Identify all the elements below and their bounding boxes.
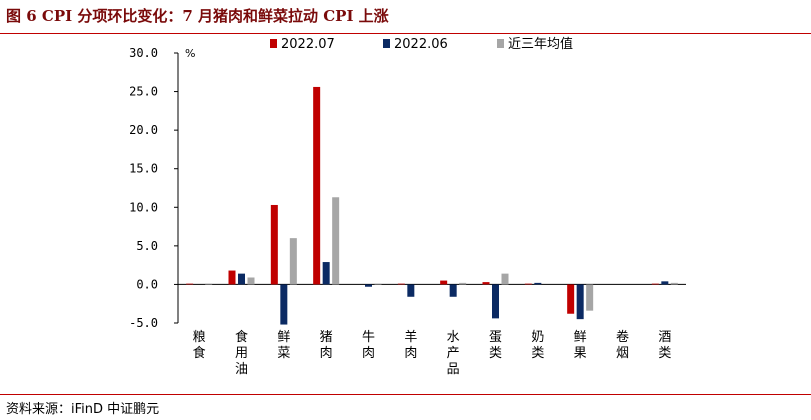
bar-食用油-近三年均值 xyxy=(247,277,255,285)
y-tick-label: 25.0 xyxy=(129,85,158,99)
bar-蛋类-2022.07 xyxy=(482,282,490,285)
bottom-divider xyxy=(0,394,811,395)
bar-酒类-近三年均值 xyxy=(670,282,678,285)
bar-羊肉-2022.06 xyxy=(407,284,415,297)
bar-粮食-近三年均值 xyxy=(205,283,213,285)
bar-蛋类-近三年均值 xyxy=(501,273,509,285)
legend-label: 2022.07 xyxy=(281,37,335,52)
y-tick-label: 15.0 xyxy=(129,162,158,176)
x-category-label: 粮食 xyxy=(193,330,206,361)
y-axis: -5.0 0.0 5.0 10.0 15.0 20.0 25.0 30.0% xyxy=(129,46,686,330)
x-category-label: 牛肉 xyxy=(362,330,375,361)
x-category-label: 蛋类 xyxy=(489,330,502,361)
bar-水产品-2022.06 xyxy=(449,284,457,297)
bar-羊肉-2022.07 xyxy=(397,283,405,285)
x-category-label: 酒类 xyxy=(658,330,671,361)
x-category-label: 奶类 xyxy=(531,330,544,361)
y-tick-label: 0.0 xyxy=(136,277,158,291)
bar-酒类-2022.07 xyxy=(651,283,659,285)
bar-鲜菜-近三年均值 xyxy=(289,238,297,285)
x-category-label: 卷烟 xyxy=(616,329,629,361)
bar-酒类-2022.06 xyxy=(661,281,669,285)
x-category-label: 羊肉 xyxy=(404,329,417,361)
bar-猪肉-2022.06 xyxy=(322,262,330,285)
y-tick-label: 10.0 xyxy=(129,200,158,214)
bar-牛肉-2022.06 xyxy=(365,284,372,287)
bar-series-group xyxy=(186,86,678,325)
top-divider xyxy=(0,33,811,34)
bar-鲜菜-2022.06 xyxy=(280,284,288,325)
bar-水产品-2022.07 xyxy=(440,280,448,285)
legend: 2022.07 2022.06 近三年均值 xyxy=(270,36,573,52)
x-category-label: 猪肉 xyxy=(320,330,333,361)
legend-label: 2022.06 xyxy=(394,37,448,52)
bar-鲜果-近三年均值 xyxy=(586,284,594,311)
bar-蛋类-2022.06 xyxy=(492,284,499,319)
cpi-component-bar-chart: -5.0 0.0 5.0 10.0 15.0 20.0 25.0 30.0% 粮食 食用油 鲜菜猪… xyxy=(129,36,686,377)
x-category-label: 食用油 xyxy=(235,329,248,377)
bar-猪肉-近三年均值 xyxy=(332,197,340,285)
bar-牛肉-近三年均值 xyxy=(374,283,382,285)
y-unit-label: % xyxy=(185,47,195,60)
legend-label: 近三年均值 xyxy=(508,36,573,52)
bar-粮食-2022.07 xyxy=(186,283,194,285)
bar-鲜果-2022.07 xyxy=(567,284,575,314)
bar-鲜菜-2022.07 xyxy=(270,204,278,285)
x-category-label: 水产品 xyxy=(447,330,460,377)
bar-水产品-近三年均值 xyxy=(459,282,467,285)
figure-title: 图 6 CPI 分项环比变化：7 月猪肉和鲜菜拉动 CPI 上涨 xyxy=(6,7,389,25)
bar-食用油-2022.06 xyxy=(238,273,245,285)
y-tick-label: 30.0 xyxy=(129,46,158,60)
y-tick-label: -5.0 xyxy=(129,316,158,330)
legend-swatch xyxy=(270,39,277,48)
source-note: 资料来源：iFinD 中证鹏元 xyxy=(6,402,160,417)
y-tick-label: 20.0 xyxy=(129,123,158,137)
y-tick-label: 5.0 xyxy=(136,239,158,253)
bar-奶类-2022.06 xyxy=(534,282,542,285)
legend-swatch xyxy=(497,39,504,48)
legend-swatch xyxy=(383,39,390,48)
x-category-label: 鲜菜 xyxy=(277,330,290,361)
bar-奶类-2022.07 xyxy=(524,283,532,285)
bar-食用油-2022.07 xyxy=(228,270,236,285)
x-category-label: 鲜果 xyxy=(574,330,587,361)
bar-猪肉-2022.07 xyxy=(313,86,321,285)
bar-鲜果-2022.06 xyxy=(576,284,584,320)
